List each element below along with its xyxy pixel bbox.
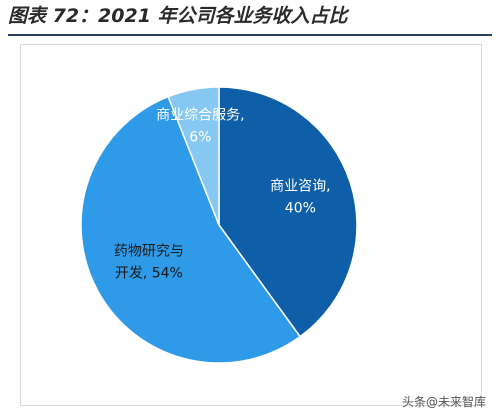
pie-slice-label-0: 商业咨询, 40% xyxy=(270,179,330,217)
watermark: 头条@未来智库 xyxy=(401,395,486,409)
figure-header: 图表 72：2021 年公司各业务收入占比 xyxy=(8,4,492,36)
pie-slice-0 xyxy=(218,86,358,338)
pie-slice-2 xyxy=(167,86,220,226)
figure-title: 图表 72：2021 年公司各业务收入占比 xyxy=(8,5,348,27)
pie-slice-label-1: 药物研究与开发, 54% xyxy=(114,244,184,282)
pie-chart: 商业咨询, 40% 药物研究与开发, 54% 商业综合服务, 6% xyxy=(80,86,358,364)
pie-slice-label-2: 商业综合服务, 6% xyxy=(156,107,244,145)
pie-slice-1 xyxy=(80,95,302,364)
title-divider xyxy=(8,34,492,36)
chart-frame: 商业咨询, 40% 药物研究与开发, 54% 商业综合服务, 6% xyxy=(20,44,482,406)
